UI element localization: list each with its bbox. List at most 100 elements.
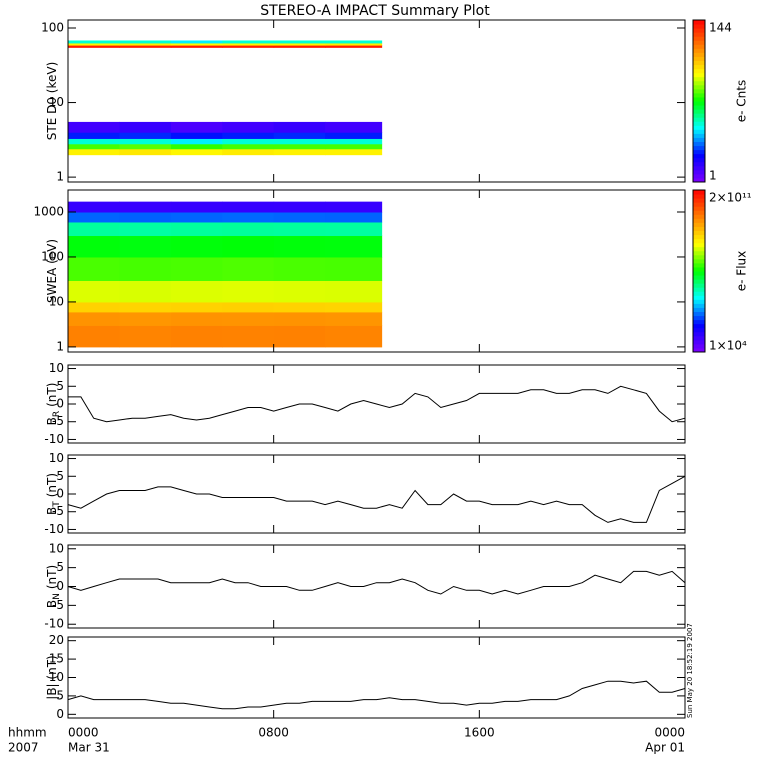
heatmap-cell	[170, 221, 223, 237]
y-axis-label-base: SWEA (eV)	[45, 239, 59, 303]
heatmap-cell	[325, 211, 383, 223]
y-tick-label: -5	[52, 504, 64, 518]
colorbar-strip	[693, 335, 705, 341]
colorbar-strip	[693, 287, 705, 292]
heatmap-cell	[170, 42, 223, 46]
y-axis-label-unit: (nT)	[45, 383, 59, 407]
y-tick-label: -10	[44, 432, 64, 446]
y-tick-label: 10	[49, 95, 64, 109]
colorbar-strip	[693, 262, 705, 268]
colorbar-tick-label: 1×10⁴	[709, 339, 747, 353]
colorbar-strip	[693, 149, 705, 155]
panel-frame	[67, 544, 686, 629]
colorbar-strip	[693, 307, 705, 312]
colorbar-strip	[693, 129, 705, 134]
heatmap-cell	[170, 40, 223, 44]
y-tick-label: 10	[49, 541, 64, 555]
heatmap-cell	[325, 221, 383, 237]
data-line	[67, 570, 686, 595]
heatmap-cell	[222, 235, 275, 258]
heatmap-cell	[119, 201, 172, 213]
colorbar-strip	[693, 44, 705, 49]
y-tick-label: 20	[49, 633, 64, 647]
y-tick-label: 100	[41, 20, 64, 34]
colorbar-strip	[693, 72, 705, 78]
colorbar-strip	[693, 56, 705, 61]
heatmap-cell	[325, 301, 383, 313]
heatmap-cell	[68, 148, 120, 156]
colorbar-strip	[693, 266, 705, 272]
y-axis-label: BT (nT)	[45, 473, 62, 515]
heatmap-cell	[325, 148, 383, 156]
y-tick-label: 15	[49, 652, 64, 666]
colorbar-strip	[693, 125, 705, 130]
y-tick-label: -10	[44, 522, 64, 536]
heatmap-cell	[222, 143, 275, 150]
heatmap-cell	[170, 280, 223, 303]
y-axis-label-base: B	[45, 600, 59, 608]
heatmap-cell	[222, 45, 275, 48]
data-line	[67, 475, 686, 523]
y-tick-label: 10	[49, 670, 64, 684]
heatmap-cell	[119, 143, 172, 150]
colorbar-strip	[693, 96, 705, 102]
colorbar-strip	[693, 331, 705, 337]
colorbar-strip	[693, 303, 705, 308]
y-tick-label: 0	[56, 707, 64, 721]
colorbar-strip	[693, 36, 705, 41]
y-tick-label: -5	[52, 598, 64, 612]
x-tick-label: 0000	[68, 726, 99, 740]
colorbar-strip	[693, 295, 705, 300]
heatmap-cell	[68, 121, 120, 133]
heatmap-cell	[68, 221, 120, 237]
y-tick-label: 5	[56, 379, 64, 393]
colorbar-strip	[693, 173, 705, 179]
y-tick-label: 10	[49, 294, 64, 308]
heatmap-cell	[222, 211, 275, 223]
heatmap-cell	[119, 40, 172, 44]
heatmap-cell	[325, 45, 383, 48]
heatmap-cell	[119, 256, 172, 281]
x-tick-label: 0800	[258, 726, 289, 740]
colorbar-strip	[693, 327, 705, 333]
colorbar-frame	[692, 19, 706, 183]
heatmap-cell	[273, 42, 326, 46]
y-tick-label: 1	[56, 170, 64, 184]
heatmap-cell	[170, 143, 223, 150]
heatmap-cell	[273, 45, 326, 48]
colorbar-strip	[693, 84, 705, 90]
colorbar-strip	[693, 117, 705, 122]
heatmap-cell	[222, 280, 275, 303]
heatmap-cell	[68, 280, 120, 303]
panel-frame	[67, 454, 686, 534]
heatmap-cell	[119, 301, 172, 313]
y-tick-label: 100	[41, 249, 64, 263]
colorbar-strip	[693, 60, 705, 66]
colorbar-strip	[693, 214, 705, 219]
colorbar-strip	[693, 105, 705, 110]
heatmap-cell	[119, 211, 172, 223]
heatmap-cell	[119, 132, 172, 139]
heatmap-cell	[68, 301, 120, 313]
heatmap-cell	[68, 201, 120, 213]
heatmap-cell	[325, 121, 383, 133]
heatmap-cell	[222, 148, 275, 156]
heatmap-cell	[273, 325, 326, 348]
colorbar-strip	[693, 271, 705, 276]
colorbar-strip	[693, 32, 705, 37]
heatmap-cell	[170, 138, 223, 145]
colorbar-strip	[693, 28, 705, 33]
heatmap-cell	[325, 325, 383, 348]
heatmap-cell	[222, 138, 275, 145]
y-tick-label: 0	[56, 487, 64, 501]
colorbar-strip	[693, 80, 705, 86]
colorbar-strip	[693, 153, 705, 159]
colorbar-strip	[693, 141, 705, 147]
colorbar-strip	[693, 40, 705, 45]
colorbar-strip	[693, 194, 705, 199]
colorbar-strip	[693, 226, 705, 231]
heatmap-cell	[222, 221, 275, 237]
y-axis-label: SWEA (eV)	[45, 239, 59, 303]
data-line	[68, 385, 686, 423]
heatmap-cell	[68, 235, 120, 258]
